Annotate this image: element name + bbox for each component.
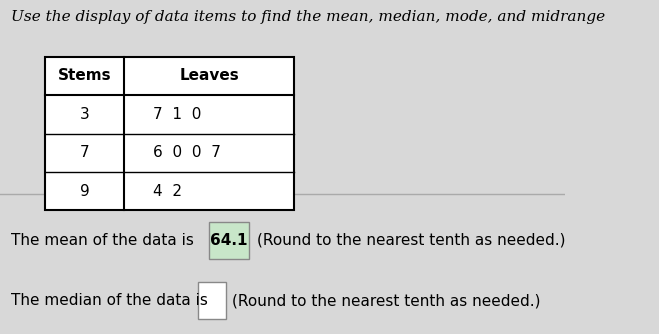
- Text: Stems: Stems: [58, 68, 111, 84]
- Text: 6  0  0  7: 6 0 0 7: [153, 145, 221, 160]
- Bar: [198, 282, 226, 319]
- Text: 4  2: 4 2: [153, 184, 182, 199]
- Text: 64.1: 64.1: [210, 233, 248, 248]
- Text: 9: 9: [80, 184, 90, 199]
- Text: 3: 3: [80, 107, 90, 122]
- Text: Use the display of data items to find the mean, median, mode, and midrange: Use the display of data items to find th…: [11, 10, 606, 24]
- Text: (Round to the nearest tenth as needed.): (Round to the nearest tenth as needed.): [257, 233, 565, 248]
- Text: (Round to the nearest tenth as needed.): (Round to the nearest tenth as needed.): [232, 293, 540, 308]
- Bar: [209, 222, 248, 259]
- Text: The mean of the data is: The mean of the data is: [11, 233, 199, 248]
- Text: 7  1  0: 7 1 0: [153, 107, 201, 122]
- Bar: [45, 57, 294, 210]
- Text: Leaves: Leaves: [179, 68, 239, 84]
- Text: 7: 7: [80, 145, 90, 160]
- Text: The median of the data is: The median of the data is: [11, 293, 213, 308]
